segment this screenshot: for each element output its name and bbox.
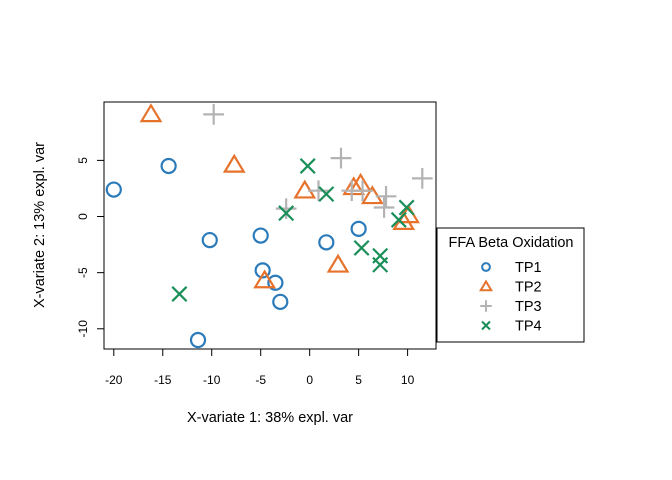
data-point-tp4 xyxy=(299,158,316,174)
x-tick-label: -5 xyxy=(255,373,266,387)
plot-frame xyxy=(103,101,437,350)
data-point-tp3 xyxy=(330,147,352,169)
data-point-tp1 xyxy=(318,234,335,251)
data-point-tp4 xyxy=(171,286,188,302)
legend-item-tp1: TP1 xyxy=(481,260,542,276)
legend-marker-triangle-icon xyxy=(478,279,494,292)
legend-marker-plus-icon xyxy=(480,300,492,312)
data-point-tp4 xyxy=(398,199,415,216)
legend: FFA Beta Oxidation TP1 TP2 TP3 TP4 xyxy=(436,227,585,343)
data-point-tp4 xyxy=(390,211,407,228)
y-tick-label: 0 xyxy=(76,213,90,220)
legend-item-tp3: TP3 xyxy=(480,299,542,315)
legend-item-tp2: TP2 xyxy=(478,279,542,296)
x-tick-label: 0 xyxy=(306,373,313,387)
data-point-tp1 xyxy=(350,220,367,237)
data-point-tp2 xyxy=(139,103,163,123)
y-axis: -10 -5 0 5 xyxy=(76,157,105,338)
data-point-tp3 xyxy=(375,185,397,207)
series-tp1 xyxy=(105,157,367,349)
series-tp4 xyxy=(171,158,415,302)
legend-item-tp4: TP4 xyxy=(481,319,542,335)
data-points xyxy=(105,103,433,349)
legend-marker-circle-icon xyxy=(481,262,491,272)
x-axis: -20 -15 -10 -5 0 5 10 xyxy=(105,348,415,387)
data-point-tp3 xyxy=(275,198,297,220)
series-tp3 xyxy=(203,104,433,220)
data-point-tp1 xyxy=(189,331,207,349)
data-point-tp1 xyxy=(254,262,271,279)
data-point-tp1 xyxy=(267,274,284,291)
legend-marker-x-icon xyxy=(481,320,491,331)
data-point-tp2 xyxy=(360,185,384,205)
data-point-tp2 xyxy=(342,176,366,196)
data-point-tp2 xyxy=(222,153,246,173)
data-point-tp3 xyxy=(203,104,225,125)
y-tick-label: 5 xyxy=(76,157,90,164)
data-point-tp3 xyxy=(308,180,329,202)
data-point-tp4 xyxy=(372,256,389,273)
data-point-tp4 xyxy=(353,239,370,256)
x-axis-title: X-variate 1: 38% expl. var xyxy=(187,410,353,426)
x-tick-label: 10 xyxy=(401,373,415,387)
x-tick-label: 5 xyxy=(355,373,362,387)
legend-label: TP3 xyxy=(515,299,542,315)
y-tick-label: -5 xyxy=(76,267,90,278)
data-point-tp2 xyxy=(253,269,277,289)
data-point-tp4 xyxy=(318,186,335,203)
legend-label: TP2 xyxy=(515,280,542,296)
legend-title: FFA Beta Oxidation xyxy=(449,235,574,251)
data-point-tp3 xyxy=(352,180,373,202)
legend-label: TP4 xyxy=(515,319,542,335)
data-point-tp4 xyxy=(278,205,295,222)
data-point-tp2 xyxy=(293,179,317,199)
x-tick-label: -10 xyxy=(203,373,221,387)
legend-label: TP1 xyxy=(515,260,542,276)
data-point-tp1 xyxy=(272,293,289,310)
y-tick-label: -10 xyxy=(76,320,90,338)
y-axis-title: X-variate 2: 13% expl. var xyxy=(32,142,48,308)
data-point-tp1 xyxy=(252,227,269,244)
data-point-tp1 xyxy=(105,181,122,198)
x-tick-label: -15 xyxy=(154,373,172,387)
data-point-tp3 xyxy=(411,167,433,189)
data-point-tp3 xyxy=(373,197,395,218)
x-tick-label: -20 xyxy=(105,373,123,387)
legend-box xyxy=(436,227,585,343)
data-point-tp1 xyxy=(160,157,177,175)
data-point-tp1 xyxy=(201,231,218,249)
data-point-tp2 xyxy=(326,253,350,273)
